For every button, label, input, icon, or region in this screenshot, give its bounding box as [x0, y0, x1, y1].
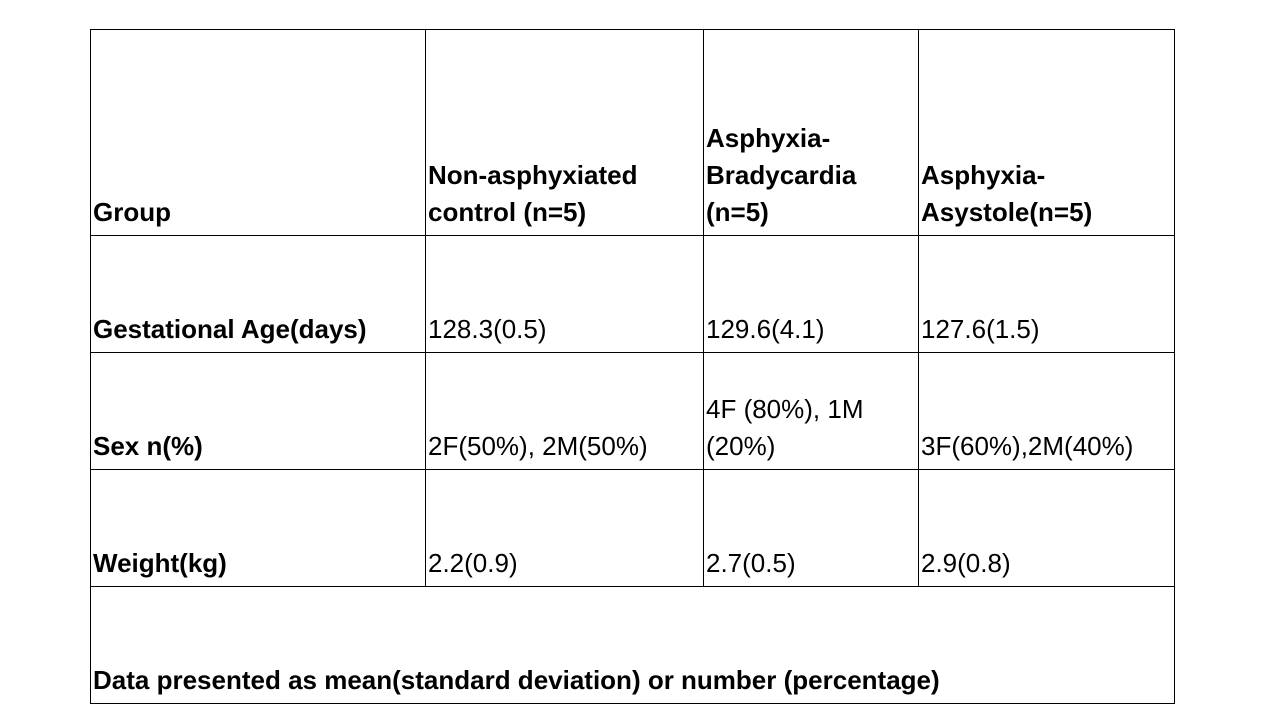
header-bradycardia-line-1: Asphyxia-	[706, 123, 831, 153]
table-row-sex: Sex n(%) 2F(50%), 2M(50%) 4F (80%), 1M (…	[90, 352, 1175, 470]
header-group-label: Group	[93, 197, 171, 227]
row-label-weight: Weight(kg)	[93, 548, 227, 578]
cell-gestational-age-asystole: 127.6(1.5)	[921, 314, 1040, 344]
cell-gestational-age-bradycardia: 129.6(4.1)	[706, 314, 825, 344]
header-cell-group: Group	[90, 29, 426, 236]
cell-gestational-age-control: 128.3(0.5)	[428, 314, 547, 344]
row-label-cell: Gestational Age(days)	[90, 235, 426, 353]
row-label-cell: Sex n(%)	[90, 352, 426, 470]
table-cell: 2F(50%), 2M(50%)	[425, 352, 704, 470]
footnote-cell: Data presented as mean(standard deviatio…	[90, 586, 1175, 704]
table-footnote: Data presented as mean(standard deviatio…	[93, 665, 940, 695]
cell-sex-control: 2F(50%), 2M(50%)	[428, 431, 648, 461]
table-header-row: Group Non-asphyxiated control (n=5) Asph…	[90, 29, 1175, 236]
cell-weight-bradycardia: 2.7(0.5)	[706, 548, 796, 578]
cell-sex-bradycardia-line-1: 4F (80%), 1M	[706, 394, 864, 424]
table-cell: 129.6(4.1)	[703, 235, 919, 353]
header-control-line-2: control (n=5)	[428, 197, 587, 227]
table-cell: 4F (80%), 1M (20%)	[703, 352, 919, 470]
row-label-gestational-age: Gestational Age(days)	[93, 314, 367, 344]
header-asystole-line-1: Asphyxia-	[921, 160, 1046, 190]
table-cell: 3F(60%),2M(40%)	[918, 352, 1175, 470]
cell-sex-asystole: 3F(60%),2M(40%)	[921, 431, 1134, 461]
table-cell: 2.9(0.8)	[918, 469, 1175, 587]
header-cell-bradycardia: Asphyxia- Bradycardia (n=5)	[703, 29, 919, 236]
header-bradycardia-line-2: Bradycardia	[706, 160, 857, 190]
table-cell: 127.6(1.5)	[918, 235, 1175, 353]
header-cell-control: Non-asphyxiated control (n=5)	[425, 29, 704, 236]
header-control-line-1: Non-asphyxiated	[428, 160, 638, 190]
data-table: Group Non-asphyxiated control (n=5) Asph…	[90, 29, 1175, 704]
table-row-gestational-age: Gestational Age(days) 128.3(0.5) 129.6(4…	[90, 235, 1175, 353]
row-label-cell: Weight(kg)	[90, 469, 426, 587]
table-footnote-row: Data presented as mean(standard deviatio…	[90, 586, 1175, 704]
table-row-weight: Weight(kg) 2.2(0.9) 2.7(0.5) 2.9(0.8)	[90, 469, 1175, 587]
cell-weight-control: 2.2(0.9)	[428, 548, 518, 578]
cell-weight-asystole: 2.9(0.8)	[921, 548, 1011, 578]
table-cell: 128.3(0.5)	[425, 235, 704, 353]
header-asystole-line-2: Asystole(n=5)	[921, 197, 1093, 227]
table-cell: 2.2(0.9)	[425, 469, 704, 587]
row-label-sex: Sex n(%)	[93, 431, 203, 461]
header-cell-asystole: Asphyxia- Asystole(n=5)	[918, 29, 1175, 236]
table-cell: 2.7(0.5)	[703, 469, 919, 587]
header-bradycardia-line-3: (n=5)	[706, 197, 769, 227]
cell-sex-bradycardia-line-2: (20%)	[706, 431, 776, 461]
